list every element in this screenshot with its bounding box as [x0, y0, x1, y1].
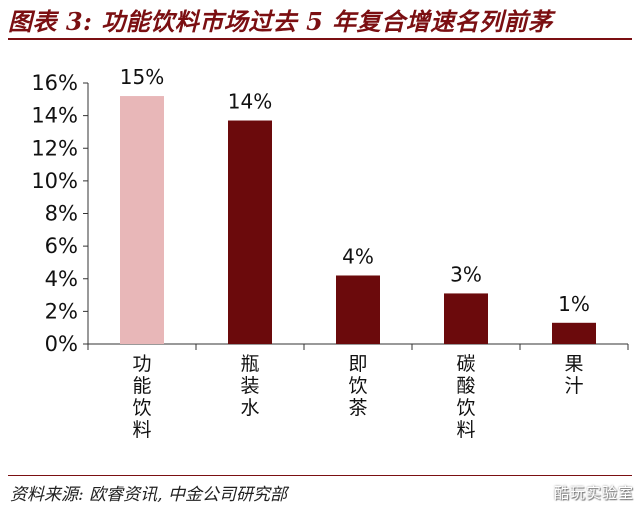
y-tick-label: 12%	[31, 136, 78, 160]
bar-data-label: 14%	[228, 90, 272, 114]
bar	[228, 120, 272, 344]
category-label: 即饮茶	[348, 353, 367, 419]
y-tick-label: 0%	[45, 332, 78, 356]
y-tick-label: 4%	[45, 267, 78, 291]
bar	[120, 96, 164, 344]
y-tick-label: 14%	[31, 104, 78, 128]
data-labels: 15% 14% 4% 3% 1%	[120, 65, 590, 316]
chart-title: 图表 3: 功能饮料市场过去 5 年复合增速名列前茅	[8, 7, 553, 36]
bar	[444, 293, 488, 344]
category-label: 果汁	[564, 353, 583, 397]
category-label: 瓶装水	[240, 353, 259, 419]
y-axis: 0% 2% 4% 6% 8% 10% 12% 14% 16%	[31, 71, 89, 356]
y-tick-label: 10%	[31, 169, 78, 193]
bar-series	[120, 96, 596, 344]
bar	[552, 322, 596, 344]
source-note: 资料来源: 欧睿资讯, 中金公司研究部	[10, 485, 287, 505]
watermark: 酷玩实验室	[553, 484, 634, 502]
y-tick-label: 2%	[45, 299, 78, 323]
category-label: 功能饮料	[132, 353, 151, 441]
x-axis	[87, 343, 629, 350]
category-labels: 功能饮料 瓶装水 即饮茶 碳酸饮料 果汁	[132, 353, 583, 441]
bar-data-label: 1%	[558, 292, 590, 316]
title-divider	[8, 38, 632, 40]
bar-data-label: 3%	[450, 262, 482, 286]
bar-data-label: 4%	[342, 244, 374, 268]
y-tick-label: 16%	[31, 71, 78, 95]
y-tick-label: 8%	[45, 202, 78, 226]
category-label: 碳酸饮料	[456, 353, 475, 441]
bar-data-label: 15%	[120, 65, 164, 89]
bar	[336, 275, 380, 344]
y-tick-label: 6%	[45, 234, 78, 258]
footer-divider	[8, 475, 632, 476]
bar-chart: 0% 2% 4% 6% 8% 10% 12% 14% 16% 15% 14% 4% 3% 1% 功能饮料…	[31, 65, 629, 441]
